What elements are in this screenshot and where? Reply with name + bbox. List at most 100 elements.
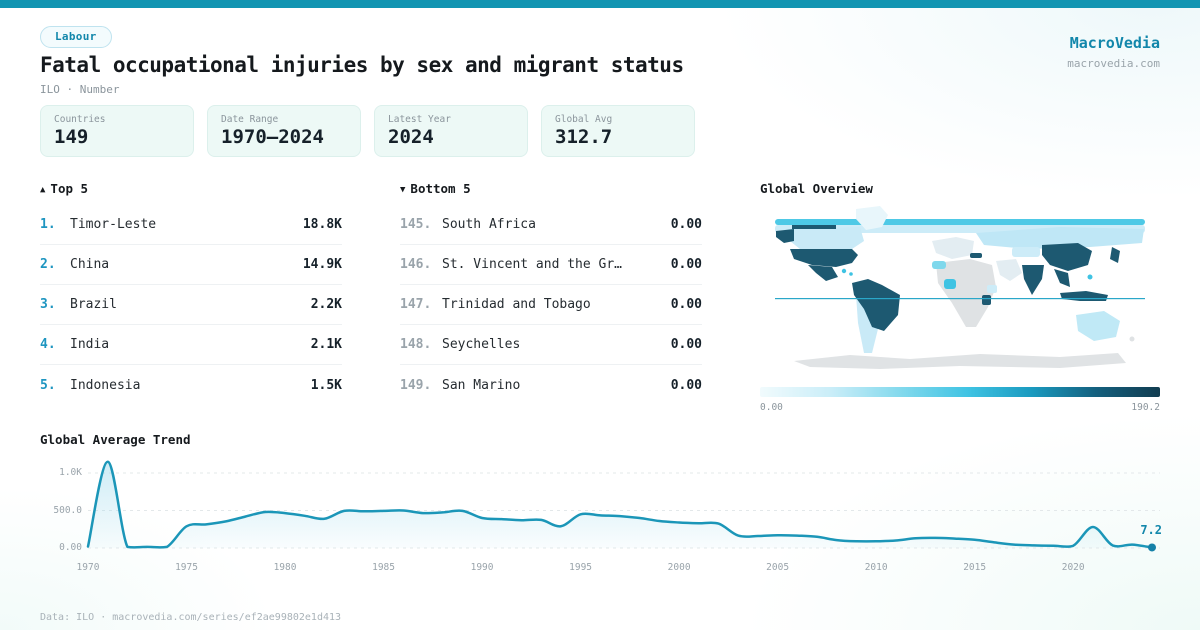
country-value: 0.00 — [670, 377, 702, 393]
map-region-greenland — [856, 206, 888, 230]
trend-chart — [86, 460, 1160, 552]
map-region-usa — [790, 249, 858, 267]
rank-number: 146. — [400, 257, 432, 272]
rank-number: 5. — [40, 377, 56, 393]
map-heading: Global Overview — [760, 181, 873, 196]
x-axis-tick: 2000 — [667, 562, 691, 573]
map-region-europe — [932, 237, 974, 259]
stat-value: 2024 — [388, 126, 434, 148]
map-region-mali — [944, 279, 956, 289]
stat-card-date-range: Date Range 1970—2024 — [207, 105, 361, 157]
table-row: 147. Trinidad and Tobago 0.00 — [400, 285, 702, 325]
table-row: 1. Timor-Leste 18.8K — [40, 205, 342, 245]
y-axis-tick: 500.0 — [53, 504, 82, 516]
x-axis-tick: 1995 — [569, 562, 593, 573]
trend-end-value: 7.2 — [1140, 523, 1162, 537]
map-color-scale — [760, 387, 1160, 397]
country-value: 2.2K — [310, 297, 342, 312]
x-axis-tick: 1980 — [273, 562, 297, 573]
stat-card-latest-year: Latest Year 2024 — [374, 105, 528, 157]
table-row: 3. Brazil 2.2K — [40, 285, 342, 325]
stat-value: 312.7 — [555, 126, 613, 148]
bottom5-heading: ▼ Bottom 5 — [400, 181, 702, 196]
map-region-se-asia — [1054, 269, 1070, 287]
map-region-japan — [1110, 247, 1120, 263]
country-name: Seychelles — [442, 337, 521, 352]
x-axis-tick: 1970 — [76, 562, 100, 573]
rank-number: 4. — [40, 337, 56, 352]
map-region-kenya — [982, 295, 991, 305]
map-region-caribbean — [849, 272, 853, 276]
country-value: 0.00 — [670, 217, 702, 232]
stat-label: Date Range — [221, 114, 279, 125]
map-region-middle-east — [996, 259, 1022, 281]
down-triangle-icon: ▼ — [400, 185, 406, 195]
table-row: 4. India 2.1K — [40, 325, 342, 365]
map-region-russia — [976, 227, 1144, 249]
country-name: Brazil — [70, 297, 117, 312]
map-region-canada-arctic — [792, 225, 836, 229]
map-scale-min-label: 0.00 — [760, 402, 783, 413]
stat-label: Latest Year — [388, 114, 451, 125]
x-axis-tick: 2005 — [766, 562, 790, 573]
country-name: San Marino — [442, 377, 521, 393]
world-map — [775, 206, 1145, 369]
country-value: 0.00 — [670, 337, 702, 352]
stat-card-global-avg: Global Avg 312.7 — [541, 105, 695, 157]
map-region-caribbean — [841, 268, 847, 274]
rank-number: 3. — [40, 297, 56, 312]
country-name: India — [70, 337, 110, 352]
x-axis-tick: 1975 — [175, 562, 198, 573]
rank-number: 2. — [40, 257, 56, 272]
map-arctic-band — [775, 219, 1145, 225]
stat-label: Countries — [54, 114, 106, 125]
stat-value: 1970—2024 — [221, 126, 324, 148]
map-region-canada — [788, 227, 864, 249]
map-region-china — [1042, 243, 1092, 271]
rank-number: 148. — [400, 337, 432, 352]
source-subtitle: ILO · Number — [40, 83, 120, 96]
map-region-indonesia — [1060, 291, 1108, 301]
country-name: South Africa — [442, 217, 536, 232]
country-value: 18.8K — [302, 217, 342, 232]
country-name: Trinidad and Tobago — [442, 297, 591, 312]
footer-attribution: Data: ILO · macrovedia.com/series/ef2ae9… — [40, 612, 342, 623]
country-value: 0.00 — [670, 257, 702, 272]
x-axis-tick: 2015 — [963, 562, 987, 573]
top5-heading: ▲ Top 5 — [40, 181, 342, 196]
map-scale-max-label: 190.2 — [1131, 402, 1160, 413]
map-equator-line — [775, 298, 1145, 300]
table-row: 149. San Marino 0.00 — [400, 365, 702, 405]
x-axis-tick: 1990 — [470, 562, 494, 573]
country-name: St. Vincent and the Gr… — [442, 257, 623, 272]
table-row: 5. Indonesia 1.5K — [40, 365, 342, 405]
brand-name[interactable]: MacroVedia — [1069, 34, 1160, 52]
rank-number: 147. — [400, 297, 432, 312]
trend-line — [86, 460, 1154, 549]
table-row: 146. St. Vincent and the Gr… 0.00 — [400, 245, 702, 285]
map-region-philippines — [1087, 274, 1093, 280]
brand-domain[interactable]: macrovedia.com — [1067, 57, 1160, 70]
stat-card-countries: Countries 149 — [40, 105, 194, 157]
map-region-brazil — [852, 279, 900, 331]
top5-heading-label: Top 5 — [50, 181, 89, 196]
rank-number: 149. — [400, 377, 432, 393]
map-region-central-asia — [1012, 247, 1040, 257]
trend-area-fill — [88, 461, 1152, 548]
y-axis-tick: 1.0K — [59, 467, 82, 478]
table-row: 145. South Africa 0.00 — [400, 205, 702, 245]
category-badge[interactable]: Labour — [40, 26, 112, 48]
y-axis-tick: 0.00 — [59, 542, 82, 553]
country-value: 1.5K — [310, 377, 342, 393]
x-axis-tick: 1985 — [372, 562, 395, 573]
table-row: 148. Seychelles 0.00 — [400, 325, 702, 365]
rank-number: 1. — [40, 217, 56, 232]
map-region-africa — [936, 259, 996, 327]
bottom5-heading-label: Bottom 5 — [410, 181, 471, 196]
map-region-india — [1022, 265, 1044, 295]
map-region-mexico — [808, 265, 838, 281]
up-triangle-icon: ▲ — [40, 185, 46, 195]
stat-cards: Countries 149 Date Range 1970—2024 Lates… — [40, 105, 695, 157]
country-value: 14.9K — [302, 257, 342, 272]
